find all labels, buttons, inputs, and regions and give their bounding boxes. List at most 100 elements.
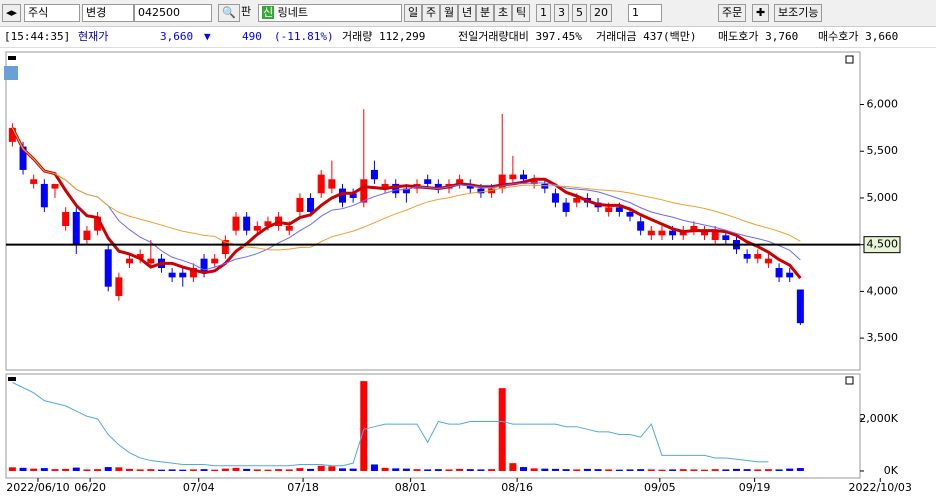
- candle-body: [168, 272, 176, 278]
- search-button[interactable]: 🔍: [218, 4, 240, 22]
- candle-body: [200, 258, 208, 273]
- volume-bar: [62, 468, 70, 471]
- volume-bar: [743, 469, 751, 471]
- candle-body: [349, 193, 357, 198]
- volume-bar: [83, 469, 91, 471]
- volume-bar: [530, 468, 538, 471]
- candle-body: [445, 183, 453, 189]
- candle-body: [498, 174, 506, 189]
- candle-body: [126, 258, 134, 264]
- period-button[interactable]: 20: [590, 4, 612, 22]
- volume-bar: [722, 469, 730, 471]
- y-tick-label: 6,000: [867, 98, 899, 111]
- bid: 매수호가 3,660: [818, 30, 899, 43]
- volume-bar: [594, 469, 602, 471]
- candle-body: [83, 230, 91, 240]
- panel-button[interactable]: [845, 55, 854, 64]
- volume-bar: [520, 467, 528, 471]
- candle-body: [722, 235, 730, 240]
- plus-button[interactable]: ✚: [752, 4, 770, 22]
- candle-body: [370, 169, 378, 180]
- candle-body: [413, 183, 421, 189]
- candle-body: [392, 183, 400, 194]
- x-tick-label: 08/01: [395, 481, 427, 494]
- code-input[interactable]: 042500: [134, 4, 212, 22]
- candle-body: [189, 268, 197, 278]
- candle-body: [456, 179, 464, 184]
- y-tick-label: 5,000: [867, 191, 899, 204]
- volume-bar: [275, 469, 283, 471]
- candle-body: [72, 211, 80, 245]
- period-button[interactable]: 주: [422, 4, 441, 22]
- volume-bar: [413, 469, 421, 471]
- market-select[interactable]: 주식: [24, 4, 80, 22]
- y-tick-label: 4,500: [867, 238, 899, 251]
- stock-name[interactable]: 신 링네트: [258, 4, 402, 22]
- panel-handle: [8, 377, 16, 381]
- candle-body: [509, 174, 517, 180]
- count-box[interactable]: 1: [628, 4, 662, 22]
- volume-bar: [764, 469, 772, 471]
- volume-bar: [434, 469, 442, 471]
- panel-icon[interactable]: [4, 66, 18, 80]
- candle-body: [573, 197, 581, 203]
- panel-button[interactable]: [845, 376, 854, 385]
- candle-body: [275, 216, 283, 226]
- volume-bar: [317, 465, 325, 471]
- x-tick-label: 06/20: [74, 481, 106, 494]
- volume-bar: [424, 469, 432, 471]
- panel-handle: [8, 56, 16, 60]
- period-button[interactable]: 5: [572, 4, 587, 22]
- candle-body: [658, 230, 666, 236]
- candle-body: [115, 277, 123, 297]
- volume-bar: [126, 468, 134, 471]
- period-button[interactable]: 틱: [512, 4, 531, 22]
- moving-average: [11, 127, 802, 280]
- candle-body: [701, 230, 709, 236]
- period-button[interactable]: 3: [554, 4, 569, 22]
- candle-body: [562, 202, 570, 212]
- volume-bar: [509, 463, 517, 471]
- y-tick-label: 5,500: [867, 144, 899, 157]
- candle-body: [786, 272, 794, 278]
- order-button[interactable]: 주문: [718, 4, 747, 22]
- volume-bar: [573, 469, 581, 471]
- amount: 거래대금 437(백만): [596, 30, 697, 43]
- y-tick-label: 4,000: [867, 284, 899, 297]
- candle-body: [764, 258, 772, 264]
- volume-bar: [168, 469, 176, 471]
- time: [15:44:35]: [4, 30, 71, 43]
- period-button[interactable]: 일: [404, 4, 423, 22]
- volume-bar: [381, 467, 389, 471]
- volume-bar: [583, 468, 591, 471]
- change-select[interactable]: 변경: [82, 4, 134, 22]
- period-button[interactable]: 1: [536, 4, 551, 22]
- period-button[interactable]: 월: [440, 4, 459, 22]
- change: 490: [242, 30, 262, 43]
- candle-body: [647, 230, 655, 236]
- candle-body: [179, 272, 187, 278]
- reference-label: 4,500: [867, 238, 899, 251]
- volume-bar: [115, 467, 123, 471]
- volume-bar: [157, 469, 165, 471]
- candle-body: [232, 216, 240, 231]
- candle-body: [264, 221, 272, 226]
- candle-body: [296, 197, 304, 212]
- period-button[interactable]: 년: [458, 4, 477, 22]
- indicator-button[interactable]: 보조기능: [774, 4, 823, 22]
- candle-body: [520, 174, 528, 180]
- volume-bar: [498, 388, 506, 471]
- candle-body: [338, 188, 346, 203]
- nav-arrows[interactable]: ◂▸: [2, 4, 22, 22]
- period-button[interactable]: 초: [494, 4, 513, 22]
- candle-body: [594, 202, 602, 208]
- x-tick-label: 07/04: [183, 481, 215, 494]
- candle-body: [360, 179, 368, 203]
- volume-bar: [51, 469, 59, 471]
- volume-bar: [466, 469, 474, 471]
- volume-bar: [94, 469, 102, 471]
- candle-body: [51, 183, 59, 189]
- candle-body: [307, 197, 315, 212]
- period-button[interactable]: 분: [476, 4, 495, 22]
